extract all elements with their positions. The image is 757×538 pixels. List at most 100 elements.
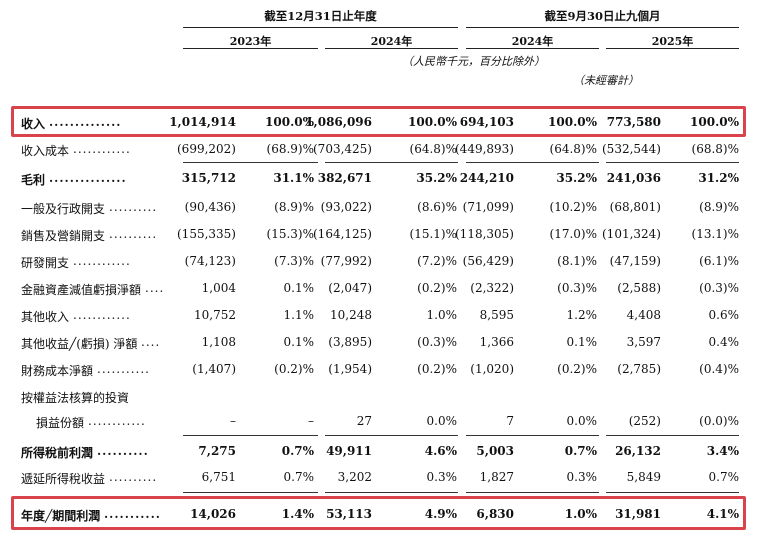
row-leader-dots: .... bbox=[145, 281, 165, 295]
year-heading-2024-full: 2024年 bbox=[370, 35, 413, 48]
table-row: 年度╱期間利潤........... 14,026 1.4% 53,113 4.9% 6,… bbox=[0, 503, 757, 527]
cell-amt-9m-2024: (56,429) bbox=[462, 254, 514, 268]
row-leader-dots: ........... bbox=[97, 362, 150, 376]
cell-amt-2023: – bbox=[230, 414, 236, 428]
cell-pct-2023: 1.4% bbox=[281, 507, 314, 521]
revenue-highlight-box bbox=[11, 106, 746, 137]
year-heading-2023: 2023年 bbox=[229, 35, 272, 48]
table-row: 其他收益╱(虧損) 淨額.... 1,108 0.1% (3,895) (0.3)% 1,… bbox=[0, 331, 757, 355]
cell-amt-2023: 6,751 bbox=[201, 470, 236, 484]
table-row: 研發開支............ (74,123) (7.3)% (77,992) (7… bbox=[0, 250, 757, 274]
row-label: 其他收入 bbox=[21, 310, 70, 324]
cell-pct-2024: (15.1)% bbox=[409, 227, 457, 241]
row-label: 收入 bbox=[21, 117, 46, 131]
cell-pct-2023: 0.7% bbox=[281, 444, 314, 458]
cell-amt-9m-2024: 1,827 bbox=[479, 470, 514, 484]
cell-pct-2023: 0.1% bbox=[283, 335, 315, 349]
row-leader-dots: .............. bbox=[49, 115, 122, 129]
cell-amt-9m-2025: 31,981 bbox=[615, 507, 661, 521]
cell-pct-2024: 35.2% bbox=[416, 171, 457, 185]
table-row: 按權益法核算的投資 bbox=[0, 385, 757, 409]
cell-pct-9m-2025: 100.0% bbox=[690, 115, 739, 129]
period-full-year-rule bbox=[183, 27, 458, 28]
row-label: 年度╱期間利潤 bbox=[21, 509, 101, 523]
cell-amt-2024: 1,086,096 bbox=[305, 115, 372, 129]
cell-amt-9m-2025: 5,849 bbox=[626, 470, 661, 484]
cell-amt-2023: (155,335) bbox=[177, 227, 236, 241]
cell-amt-9m-2024: 8,595 bbox=[479, 308, 514, 322]
year-heading-2025: 2025年 bbox=[651, 35, 694, 48]
cell-pct-9m-2025: 3.4% bbox=[706, 444, 739, 458]
cell-pct-2024: (8.6)% bbox=[417, 200, 457, 214]
year-heading-2024-nine: 2024年 bbox=[511, 35, 554, 48]
cell-amt-2024: (3,895) bbox=[328, 335, 372, 349]
cell-pct-9m-2025: (0.3)% bbox=[699, 281, 739, 295]
cell-pct-9m-2025: 0.6% bbox=[708, 308, 740, 322]
subtotal-rule bbox=[325, 162, 458, 163]
row-label: 金融資產減值虧損淨額 bbox=[21, 283, 142, 297]
cell-pct-2024: 0.3% bbox=[426, 470, 458, 484]
cell-pct-9m-2024: 0.3% bbox=[566, 470, 598, 484]
profit-highlight-box bbox=[11, 496, 746, 530]
row-leader-dots: ............ bbox=[73, 254, 131, 268]
cell-pct-9m-2025: (6.1)% bbox=[699, 254, 739, 268]
cell-amt-9m-2025: 4,408 bbox=[626, 308, 661, 322]
cell-amt-9m-2025: 26,132 bbox=[615, 444, 661, 458]
cell-pct-9m-2025: (0.0)% bbox=[699, 414, 739, 428]
cell-pct-2023: (15.3)% bbox=[266, 227, 314, 241]
cell-amt-2023: 1,004 bbox=[201, 281, 236, 295]
period-nine-months-rule bbox=[466, 27, 739, 28]
cell-amt-9m-2025: (101,324) bbox=[602, 227, 661, 241]
table-row: 金融資產減值虧損淨額.... 1,004 0.1% (2,047) (0.2)% (2,3… bbox=[0, 277, 757, 301]
cell-amt-9m-2025: 773,580 bbox=[606, 115, 661, 129]
subtotal-rule bbox=[606, 492, 739, 493]
cell-pct-9m-2024: 1.0% bbox=[564, 507, 597, 521]
row-leader-dots: .......... bbox=[109, 227, 158, 241]
cell-amt-9m-2024: 7 bbox=[506, 414, 514, 428]
subtotal-rule bbox=[606, 435, 739, 436]
cell-amt-2023: 10,752 bbox=[194, 308, 236, 322]
cell-pct-9m-2024: 0.7% bbox=[564, 444, 597, 458]
cell-amt-2023: (90,436) bbox=[184, 200, 236, 214]
subtotal-rule bbox=[183, 162, 318, 163]
subtotal-rule bbox=[466, 162, 599, 163]
cell-pct-2023: (8.9)% bbox=[274, 200, 314, 214]
cell-pct-2023: 100.0% bbox=[265, 115, 314, 129]
table-row: 收入成本............ (699,202) (68.9)% (703,425… bbox=[0, 138, 757, 162]
cell-pct-2023: (7.3)% bbox=[274, 254, 314, 268]
table-row: 其他收入............ 10,752 1.1% 10,248 1.0% 8,59… bbox=[0, 304, 757, 328]
cell-amt-2024: 382,671 bbox=[317, 171, 372, 185]
cell-amt-9m-2025: 241,036 bbox=[606, 171, 661, 185]
table-row: 毛利............... 315,712 31.1% 382,671 35.2… bbox=[0, 167, 757, 191]
row-label: 一般及行政開支 bbox=[21, 202, 106, 216]
row-leader-dots: .......... bbox=[109, 470, 158, 484]
year-rule-4 bbox=[606, 48, 739, 49]
table-row: 遞延所得稅收益.......... 6,751 0.7% 3,202 0.3% 1,827… bbox=[0, 466, 757, 490]
unaudited-note: （未經審計） bbox=[573, 74, 639, 87]
cell-pct-9m-2024: (0.2)% bbox=[557, 362, 597, 376]
cell-pct-9m-2024: (64.8)% bbox=[549, 142, 597, 156]
cell-amt-2023: 7,275 bbox=[198, 444, 236, 458]
cell-amt-2023: 1,108 bbox=[201, 335, 236, 349]
row-label: 所得稅前利潤 bbox=[21, 446, 94, 460]
subtotal-rule bbox=[466, 492, 599, 493]
cell-pct-9m-2024: 0.1% bbox=[566, 335, 598, 349]
cell-pct-9m-2024: (17.0)% bbox=[549, 227, 597, 241]
cell-pct-2024: 4.6% bbox=[424, 444, 457, 458]
cell-amt-2024: (2,047) bbox=[328, 281, 372, 295]
cell-pct-2024: (64.8)% bbox=[409, 142, 457, 156]
cell-pct-2023: – bbox=[308, 414, 314, 428]
row-label: 遞延所得稅收益 bbox=[21, 472, 106, 486]
cell-amt-2024: 10,248 bbox=[330, 308, 372, 322]
cell-pct-9m-2024: 0.0% bbox=[566, 414, 598, 428]
year-rule-3 bbox=[466, 48, 599, 49]
year-rule-2 bbox=[325, 48, 458, 49]
cell-amt-9m-2024: (118,305) bbox=[455, 227, 514, 241]
cell-pct-2023: (0.2)% bbox=[274, 362, 314, 376]
cell-pct-2023: 1.1% bbox=[283, 308, 315, 322]
row-label: 研發開支 bbox=[21, 256, 70, 270]
period-nine-months-heading: 截至9月30日止九個月 bbox=[544, 9, 661, 23]
cell-amt-2024: (77,992) bbox=[320, 254, 372, 268]
cell-amt-9m-2024: (1,020) bbox=[470, 362, 514, 376]
cell-pct-2023: 0.7% bbox=[283, 470, 315, 484]
